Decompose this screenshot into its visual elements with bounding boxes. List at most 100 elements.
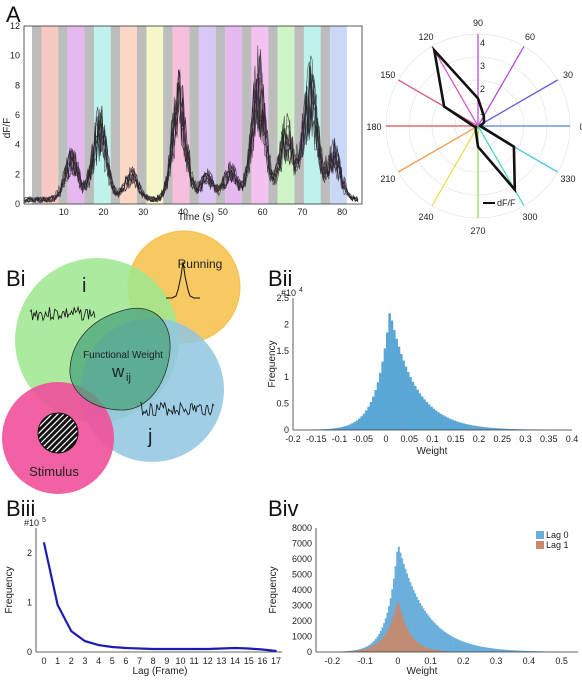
- bii-bar: [386, 332, 389, 430]
- biv-lag0-bar: [466, 643, 469, 652]
- polar-legend-label: dF/F: [497, 198, 516, 208]
- polar-angle-labels: 0 30 60 90 120 150 180 210 240 270 300 330: [366, 18, 582, 236]
- bii-bar: [485, 427, 489, 430]
- bii-ytick-label: 0.5: [276, 399, 289, 409]
- bii-xlabel: Weight: [417, 446, 448, 457]
- biii-xtick-label: 9: [164, 656, 169, 666]
- biii-yticks: 0 1 2: [27, 548, 32, 657]
- biv-legend-swatch-lag0: [536, 531, 544, 539]
- bii-ytick-label: 1: [284, 372, 289, 382]
- bii-multiplier-exp: 4: [299, 287, 303, 294]
- polar-radial-label: 4: [480, 38, 485, 48]
- biv-lag0-bar: [484, 647, 487, 652]
- biv-lag0-bar: [397, 546, 400, 652]
- polar-angle-label: 30: [563, 70, 573, 80]
- biv-xtick-label: -0.2: [325, 656, 341, 666]
- biii-point: [261, 648, 264, 651]
- biv-lag1-bar: [396, 602, 399, 652]
- biv-lag0-bar: [514, 650, 517, 652]
- gray-band: [31, 26, 42, 204]
- biii-point: [111, 646, 114, 648]
- bii-xtick-label: 0.35: [540, 434, 558, 444]
- biv-xtick-label: 0.2: [457, 656, 470, 666]
- traces-xtick-label: 70: [297, 207, 307, 217]
- bii-bar: [497, 428, 501, 430]
- biv-lag0-bar: [428, 617, 431, 652]
- biii-point: [84, 640, 86, 642]
- biv-lag1-bar: [371, 646, 374, 652]
- bii-bar: [455, 421, 459, 430]
- biii-xtick-label: 7: [137, 656, 142, 666]
- calcium-traces-plot: dF/F Time (s) 0 2 4 6 8 10 12 10 20 30 40 50 60 70 80: [2, 21, 363, 223]
- biii-point: [165, 648, 168, 650]
- biii-point: [206, 648, 209, 650]
- biii-xtick-label: 15: [244, 656, 254, 666]
- bii-bar: [327, 428, 331, 430]
- biv-lag0-bar: [447, 633, 449, 652]
- bii-bar: [492, 427, 496, 430]
- bii-bar: [467, 424, 470, 430]
- biv-legend-swatch-lag1: [536, 541, 544, 549]
- bii-bar: [374, 390, 377, 430]
- biv-lag0-bar: [422, 608, 425, 652]
- bii-bar: [339, 427, 343, 430]
- bii-bar: [462, 423, 466, 430]
- bii-bar: [353, 421, 357, 430]
- biv-xtick-label: 0: [395, 656, 400, 666]
- biv-lag1-bar: [440, 650, 443, 652]
- biv-lag0-bar: [483, 647, 485, 652]
- biv-lag0-bar: [492, 648, 495, 652]
- biv-lag0-bar: [469, 644, 472, 652]
- biv-lag1-bar: [433, 649, 436, 652]
- biv-lag1-bar: [401, 615, 404, 652]
- polar-angle-label: 300: [522, 212, 537, 222]
- biii-xtick-label: 6: [123, 656, 128, 666]
- stimulus-band: [277, 26, 295, 204]
- biv-lag0-bar: [427, 615, 430, 652]
- bii-xtick-label: 0.15: [447, 434, 465, 444]
- bii-ytick-label: 2.5: [276, 293, 289, 303]
- bii-bar: [483, 427, 487, 430]
- biv-ytick-label: 8000: [292, 523, 312, 533]
- bii-xtick-label: 0.4: [566, 434, 579, 444]
- biv-lag1-bar: [376, 643, 379, 652]
- panel-label-bii: Bii: [268, 266, 292, 291]
- biv-lag1-bar: [417, 643, 420, 652]
- biii-point: [152, 648, 155, 650]
- bii-bar: [399, 353, 403, 430]
- biv-lag1-bar: [361, 649, 364, 652]
- biv-lag0-bar: [489, 648, 492, 652]
- bii-bar: [351, 423, 354, 430]
- biii-xtick-label: 11: [189, 656, 198, 666]
- bii-bar: [448, 418, 452, 430]
- gray-band: [215, 26, 226, 204]
- trace-lines: [23, 45, 359, 204]
- biv-ytick-label: 5000: [292, 570, 312, 580]
- weight-subscript: ij: [126, 372, 131, 384]
- biv-lag1-bar: [442, 650, 445, 652]
- biii-point: [247, 647, 250, 650]
- traces-xtick-label: 20: [99, 207, 109, 217]
- panel-label-biv: Biv: [268, 496, 299, 521]
- biv-lag0-bar: [451, 636, 454, 652]
- stimulus-band: [225, 26, 242, 204]
- biv-lag1-bar: [374, 644, 377, 652]
- polar-angle-label: 180: [366, 122, 381, 132]
- biv-lag0-bar: [481, 646, 484, 652]
- biv-lag0-bar: [401, 558, 404, 652]
- bii-bar: [392, 330, 396, 430]
- biv-lag1-bar: [379, 640, 382, 652]
- biv-lag0-bar: [504, 649, 507, 652]
- polar-ray: [477, 79, 558, 127]
- bii-bar: [469, 425, 473, 430]
- bii-bar: [504, 428, 508, 430]
- bii-bar: [434, 410, 438, 430]
- polar-response-shape: [432, 46, 517, 194]
- stimulus-label: Stimulus: [29, 464, 79, 479]
- bii-bar: [355, 420, 359, 430]
- traces-frame: [23, 25, 363, 205]
- gray-band: [294, 26, 304, 204]
- biii-xticks: 0 1 2 3 4 5 6 7 8 9 10 11 12 13 14 15 16 17: [41, 656, 281, 666]
- neuron-j-label: j: [147, 426, 152, 448]
